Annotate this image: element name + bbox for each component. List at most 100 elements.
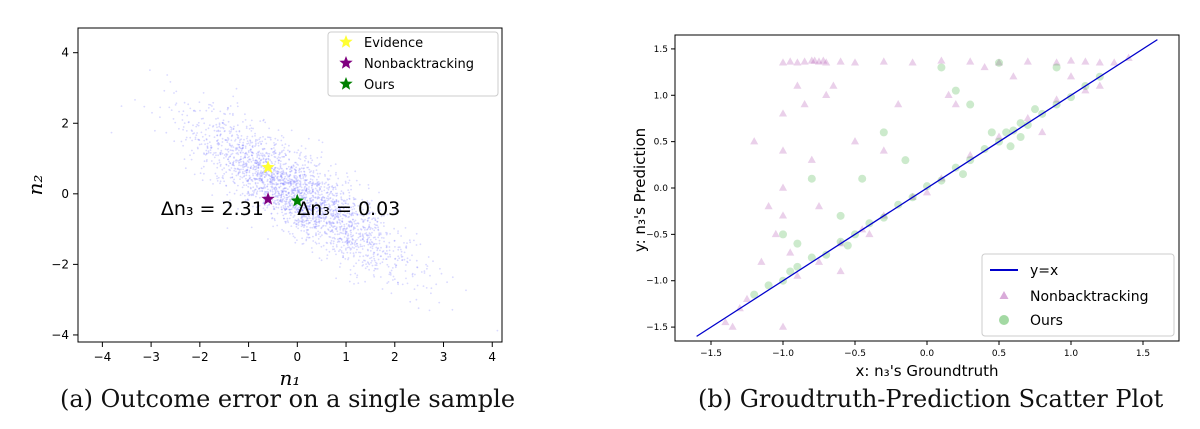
cloud-dot	[307, 182, 310, 184]
cloud-dot	[339, 237, 341, 240]
cloud-dot	[285, 171, 288, 174]
triangle-point	[800, 57, 809, 65]
cloud-dot	[368, 210, 370, 212]
cloud-dot	[334, 227, 337, 230]
cloud-dot	[348, 195, 351, 197]
cloud-dot	[219, 152, 222, 154]
cloud-dot	[235, 130, 238, 133]
cloud-dot	[259, 186, 262, 189]
x-tick-label-a: −4	[94, 350, 112, 364]
cloud-dot	[349, 249, 352, 251]
cloud-dot	[228, 168, 231, 171]
cloud-dot	[319, 203, 322, 206]
cloud-dot	[304, 196, 306, 199]
cloud-dot	[352, 196, 355, 199]
legend-label-a: Ours	[364, 78, 395, 93]
cloud-dot	[423, 270, 426, 272]
cloud-dot	[377, 236, 380, 239]
cloud-dot	[308, 215, 310, 218]
cloud-dot	[305, 196, 308, 199]
cloud-dot	[377, 253, 379, 256]
cloud-dot	[326, 209, 329, 212]
cloud-dot	[354, 272, 357, 275]
cloud-dot	[255, 159, 257, 162]
cloud-dot	[257, 164, 260, 166]
cloud-dot	[339, 231, 342, 234]
cloud-dot	[279, 167, 282, 170]
cloud-dot	[338, 226, 341, 228]
cloud-dot	[368, 232, 371, 235]
cloud-dot	[240, 138, 243, 141]
cloud-dot	[240, 149, 243, 152]
cloud-dot	[348, 280, 351, 283]
cloud-dot	[223, 130, 226, 133]
cloud-dot	[182, 144, 185, 147]
cloud-dot	[300, 215, 303, 217]
cloud-dot	[287, 201, 290, 204]
cloud-dot	[318, 210, 320, 212]
cloud-dot	[329, 221, 331, 224]
circle-point	[1023, 120, 1032, 129]
cloud-dot	[321, 183, 324, 185]
cloud-dot	[296, 186, 299, 189]
cloud-dot	[249, 148, 252, 151]
cloud-dot	[266, 204, 269, 207]
cloud-dot	[248, 177, 251, 180]
cloud-dot	[283, 217, 285, 220]
cloud-dot	[239, 178, 241, 181]
plot-frame-a	[77, 27, 503, 343]
cloud-dot	[352, 218, 354, 221]
cloud-dot	[244, 156, 247, 159]
cloud-dot	[318, 184, 320, 187]
cloud-dot	[343, 214, 346, 217]
cloud-dot	[312, 196, 315, 199]
cloud-dot	[304, 204, 307, 207]
cloud-dot	[367, 217, 370, 219]
cloud-dot	[307, 205, 309, 207]
cloud-dot	[295, 219, 298, 222]
cloud-dot	[326, 199, 329, 202]
cloud-dot	[292, 192, 295, 194]
cloud-dot	[313, 220, 316, 223]
cloud-dot	[351, 237, 354, 240]
cloud-dot	[211, 110, 213, 113]
cloud-dot	[270, 154, 273, 157]
cloud-dot	[388, 249, 391, 252]
cloud-dot	[366, 241, 369, 243]
cloud-dot	[329, 226, 331, 229]
cloud-dot	[274, 160, 277, 163]
cloud-dot	[361, 198, 364, 201]
cloud-dot	[253, 190, 256, 192]
cloud-dot	[392, 275, 395, 278]
cloud-dot	[364, 218, 366, 221]
cloud-dot	[244, 147, 247, 149]
cloud-dot	[342, 207, 345, 209]
cloud-dot	[280, 208, 283, 211]
cloud-dot	[376, 249, 379, 252]
cloud-dot	[246, 169, 249, 172]
cloud-dot	[227, 158, 229, 161]
cloud-dot	[332, 231, 334, 234]
cloud-dot	[255, 192, 258, 194]
cloud-dot	[217, 117, 219, 120]
cloud-dot	[289, 168, 291, 171]
x-tick-label-a: −3	[142, 350, 160, 364]
cloud-dot	[238, 141, 241, 144]
cloud-dot	[317, 183, 319, 186]
cloud-dot	[191, 139, 194, 142]
triangle-point	[994, 58, 1004, 66]
cloud-dot	[342, 213, 344, 216]
cloud-dot	[352, 214, 354, 217]
cloud-dot	[318, 196, 321, 199]
cloud-dot	[241, 147, 244, 150]
cloud-dot	[216, 134, 219, 137]
cloud-dot	[406, 261, 409, 264]
cloud-dot	[253, 177, 256, 180]
cloud-dot	[250, 119, 253, 122]
cloud-dot	[401, 283, 404, 286]
cloud-dot	[350, 248, 353, 250]
cloud-dot	[280, 199, 282, 201]
cloud-dot	[212, 108, 215, 110]
cloud-dot	[327, 228, 329, 231]
cloud-dot	[252, 164, 255, 167]
